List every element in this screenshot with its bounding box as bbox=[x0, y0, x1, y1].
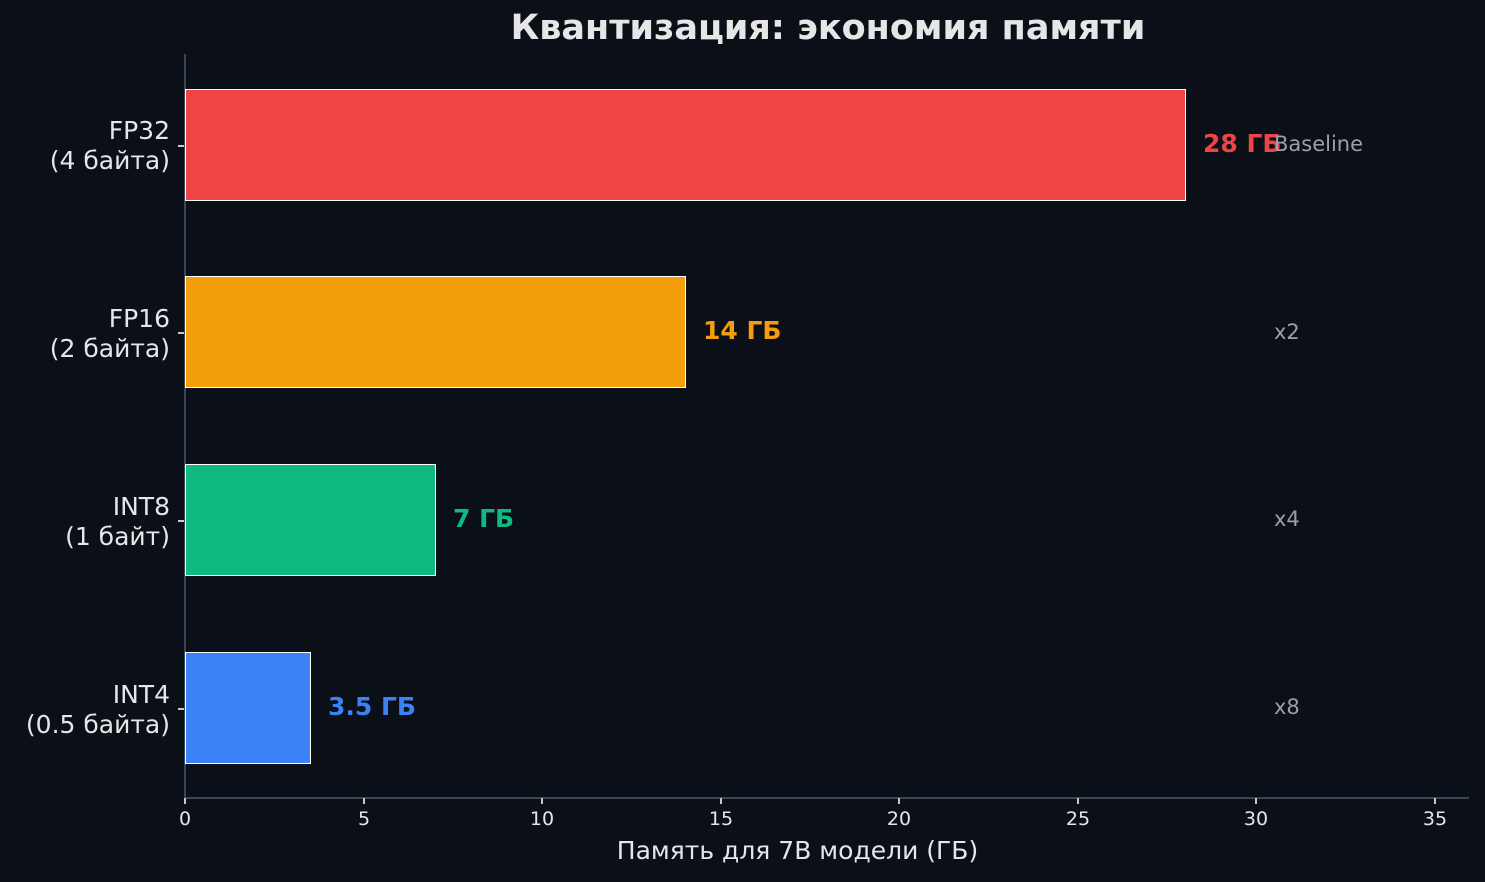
y-label-line1: FP32 bbox=[108, 116, 170, 145]
value-label-fp16: 14 ГБ bbox=[703, 316, 782, 345]
y-label-fp16: FP16 (2 байта) bbox=[50, 304, 170, 364]
bar-int4 bbox=[185, 652, 311, 764]
annotation-fp32: Baseline bbox=[1274, 132, 1364, 156]
x-tick-label: 20 bbox=[886, 808, 912, 830]
value-label-int4: 3.5 ГБ bbox=[328, 692, 416, 721]
y-label-int8: INT8 (1 байт) bbox=[65, 492, 170, 552]
x-tick-label: 5 bbox=[357, 808, 371, 830]
x-tick-label: 30 bbox=[1243, 808, 1269, 830]
x-tick bbox=[1434, 798, 1436, 804]
y-tick bbox=[178, 708, 184, 710]
value-label-int8: 7 ГБ bbox=[453, 504, 515, 533]
bar-fp16 bbox=[185, 276, 686, 388]
x-tick bbox=[1077, 798, 1079, 804]
y-tick bbox=[178, 520, 184, 522]
x-tick bbox=[898, 798, 900, 804]
bar-int8 bbox=[185, 464, 436, 576]
y-label-line1: INT4 bbox=[112, 680, 170, 709]
y-label-fp32: FP32 (4 байта) bbox=[50, 116, 170, 176]
y-label-line1: FP16 bbox=[108, 304, 170, 333]
y-label-line2: (1 байт) bbox=[65, 522, 170, 551]
x-tick bbox=[720, 798, 722, 804]
annotation-fp16: x2 bbox=[1274, 320, 1300, 344]
x-tick-label: 0 bbox=[178, 808, 192, 830]
x-tick bbox=[184, 798, 186, 804]
y-axis-line bbox=[184, 54, 186, 798]
annotation-int4: x8 bbox=[1274, 695, 1300, 719]
annotation-int8: x4 bbox=[1274, 507, 1300, 531]
x-tick bbox=[1255, 798, 1257, 804]
value-label-fp32: 28 ГБ bbox=[1203, 129, 1282, 158]
y-tick bbox=[178, 332, 184, 334]
y-label-line1: INT8 bbox=[112, 492, 170, 521]
bar-fp32 bbox=[185, 89, 1186, 201]
x-axis-line bbox=[184, 797, 1469, 799]
y-label-int4: INT4 (0.5 байта) bbox=[26, 680, 170, 740]
y-label-line2: (4 байта) bbox=[49, 146, 170, 175]
y-label-line2: (0.5 байта) bbox=[25, 710, 170, 739]
y-tick bbox=[178, 145, 184, 147]
x-tick-label: 35 bbox=[1422, 808, 1448, 830]
x-axis-label: Память для 7B модели (ГБ) bbox=[616, 836, 979, 865]
chart-title: Квантизация: экономия памяти bbox=[510, 8, 1146, 48]
x-tick-label: 25 bbox=[1065, 808, 1091, 830]
y-label-line2: (2 байта) bbox=[49, 334, 170, 363]
x-tick bbox=[541, 798, 543, 804]
x-tick bbox=[363, 798, 365, 804]
x-tick-label: 10 bbox=[529, 808, 555, 830]
x-tick-label: 15 bbox=[708, 808, 734, 830]
